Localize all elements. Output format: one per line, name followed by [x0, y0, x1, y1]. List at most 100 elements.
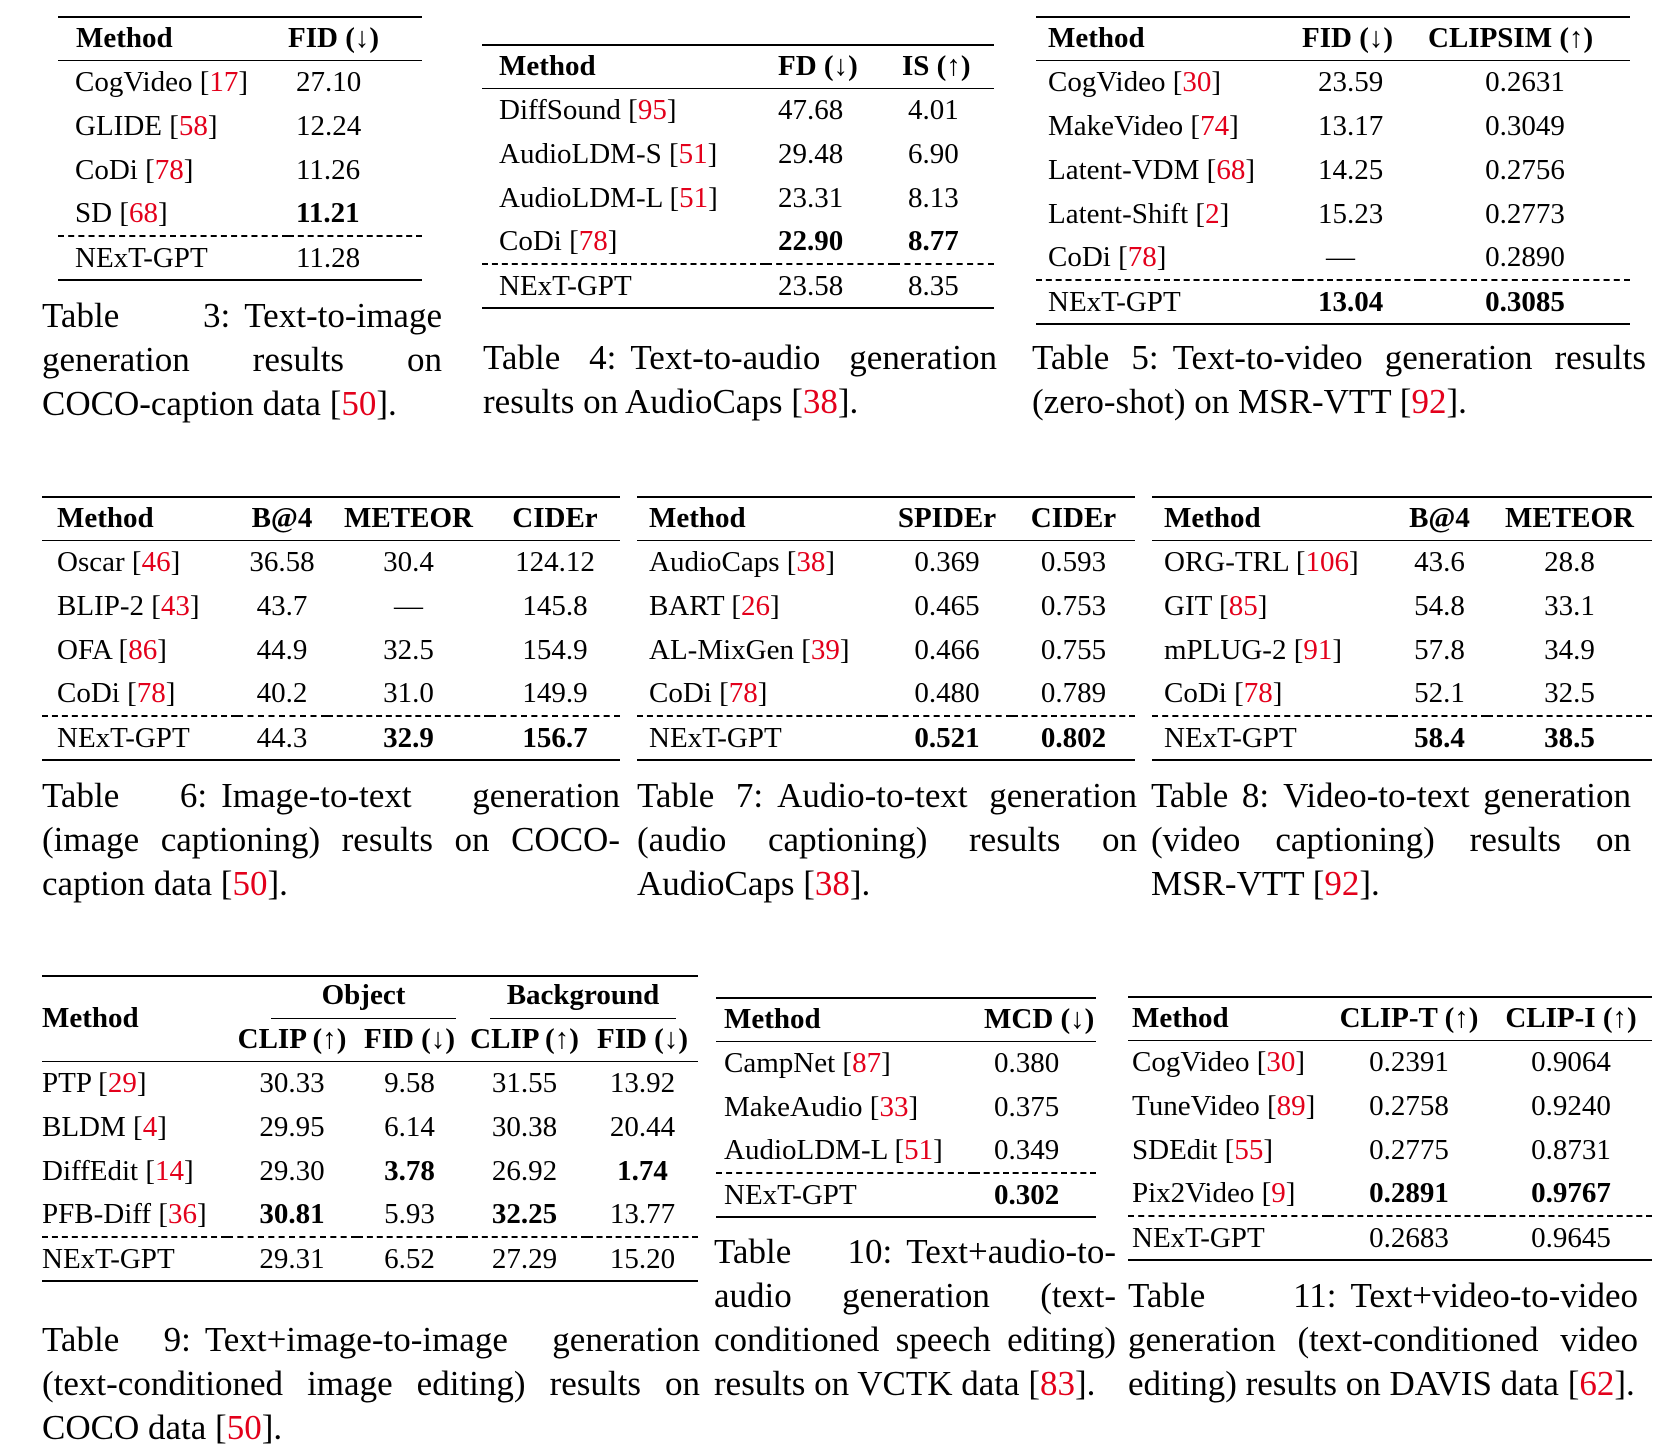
citation-link[interactable]: 2: [1205, 197, 1220, 230]
citation-link[interactable]: 87: [852, 1046, 882, 1079]
header-clipsim: CLIPSIM (↑): [1428, 22, 1594, 55]
citation-link[interactable]: 95: [637, 93, 667, 126]
table-row: Oscar [46] 36.58 30.4 124.12: [57, 545, 595, 578]
table-10: Method MCD (↓) CampNet [87] 0.380 MakeAu…: [716, 997, 1096, 1218]
citation-link[interactable]: 92: [1324, 864, 1360, 903]
citation-link[interactable]: 51: [904, 1134, 934, 1166]
citation-link[interactable]: 50: [341, 384, 377, 423]
header-spider: SPIDEr: [897, 502, 997, 535]
table-row: BART [26] 0.465 0.753: [649, 589, 1107, 622]
citation-link[interactable]: 51: [678, 137, 708, 170]
citation-link[interactable]: 78: [1243, 677, 1273, 709]
table-3-caption: Table 3: Text-to-image generation results…: [42, 296, 442, 423]
clipsim-cell-best: 0.3085: [1485, 285, 1565, 318]
table-row: CoDi [78] 40.2 31.0 149.9: [57, 677, 588, 709]
citation-link[interactable]: 92: [1411, 382, 1447, 421]
citation-link[interactable]: 68: [129, 197, 158, 229]
header-method: Method: [499, 50, 596, 83]
object-clip-cell-best: 30.81: [259, 1198, 325, 1230]
citation-link[interactable]: 78: [154, 153, 184, 186]
citation-link[interactable]: 17: [209, 65, 239, 98]
citation-link[interactable]: 30: [1266, 1045, 1296, 1078]
table-row: CogVideo [17] 27.10: [58, 60, 422, 104]
table-row-ours: NExT-GPT 44.3 32.9 156.7: [42, 716, 620, 760]
table-row: SD [68] 11.21: [58, 192, 422, 236]
table-row: CoDi [78] 11.26: [58, 148, 422, 192]
table-9-caption: Table 9: Text+image-to-image generation (…: [42, 1320, 700, 1447]
citation-link[interactable]: 9: [1271, 1177, 1286, 1209]
citation-link[interactable]: 74: [1200, 109, 1230, 142]
citation-link[interactable]: 46: [141, 545, 171, 578]
object-fid-cell-best: 3.78: [384, 1154, 435, 1187]
citation-link[interactable]: 39: [810, 633, 840, 666]
table-11-caption: Table 11: Text+video-to-video generation …: [1128, 1276, 1638, 1403]
citation-link[interactable]: 50: [226, 1408, 262, 1447]
citation-link[interactable]: 91: [1303, 633, 1333, 666]
citation-link[interactable]: 33: [879, 1090, 909, 1123]
is-cell-best: 8.77: [908, 225, 959, 257]
table-row: MakeAudio [33] 0.375: [724, 1090, 1060, 1123]
header-cider: CIDEr: [1030, 502, 1117, 535]
header-method: Method: [76, 22, 173, 55]
header-b4: B@4: [1409, 502, 1470, 535]
table-row-ours: NExT-GPT 29.31 6.52 27.29 15.20: [42, 1237, 698, 1281]
citation-link[interactable]: 43: [160, 589, 190, 622]
citation-link[interactable]: 51: [679, 181, 709, 214]
table-row: CoDi [78] 22.90 8.77: [482, 220, 994, 264]
header-method: Method: [1048, 22, 1145, 55]
citation-link[interactable]: 50: [232, 864, 268, 903]
citation-link[interactable]: 38: [802, 382, 838, 421]
citation-link[interactable]: 106: [1305, 545, 1350, 578]
citation-link[interactable]: 86: [128, 633, 158, 666]
table-9: Method Object Background CLIP (↑) FID (↓…: [42, 975, 698, 1282]
citation-link[interactable]: 83: [1039, 1364, 1075, 1403]
table-11: Method CLIP-T (↑) CLIP-I (↑) CogVideo [3…: [1128, 996, 1652, 1261]
table-row: GLIDE [58] 12.24: [58, 104, 422, 148]
table-7-caption: Table 7: Audio-to-text generation (audio …: [637, 776, 1137, 903]
citation-link[interactable]: 89: [1276, 1089, 1306, 1122]
background-clip-cell-best: 32.25: [491, 1198, 558, 1230]
citation-link[interactable]: 29: [107, 1066, 137, 1099]
citation-link[interactable]: 38: [796, 545, 826, 578]
table-row: DiffEdit [14] 29.30 3.78 26.92 1.74: [42, 1149, 698, 1193]
header-fid: FID (↓): [1302, 22, 1394, 55]
fid-cell-best: 13.04: [1318, 285, 1384, 318]
table-row: CogVideo [30] 23.59 0.2631: [1048, 65, 1565, 98]
citation-link[interactable]: 58: [178, 109, 208, 142]
table-8: Method B@4 METEOR ORG-TRL [106] 43.6 28.…: [1152, 496, 1652, 761]
method-cell: CoDi [78]: [75, 153, 194, 186]
table-row: BLDM [4] 29.95 6.14 30.38 20.44: [42, 1110, 676, 1143]
fid-cell: 27.10: [296, 65, 362, 98]
citation-link[interactable]: 68: [1216, 153, 1246, 186]
citation-link[interactable]: 30: [1182, 65, 1212, 98]
header-fid: FID (↓): [288, 22, 380, 55]
table-row: MakeVideo [74] 13.17 0.3049: [1048, 109, 1565, 142]
table-row-ours: NExT-GPT 23.58 8.35: [482, 264, 994, 308]
table-row: AL-MixGen [39] 0.466 0.755: [649, 633, 1107, 666]
table-row-ours: NExT-GPT 58.4 38.5: [1152, 716, 1652, 760]
citation-link[interactable]: 4: [142, 1110, 158, 1143]
table-row-ours: NExT-GPT 0.2683 0.9645: [1128, 1216, 1652, 1260]
header-method: Method: [1132, 1002, 1229, 1035]
citation-link[interactable]: 85: [1228, 589, 1258, 622]
citation-link[interactable]: 78: [1127, 241, 1157, 273]
table-row: OFA [86] 44.9 32.5 154.9: [57, 633, 588, 666]
citation-link[interactable]: 55: [1234, 1133, 1264, 1166]
citation-link[interactable]: 78: [728, 677, 758, 709]
header-is: IS (↑): [902, 50, 971, 83]
fd-cell-best: 22.90: [778, 225, 844, 257]
table-row: BLIP-2 [43] 43.7 — 145.8: [57, 589, 588, 622]
table-row: Pix2Video [9] 0.2891 0.9767: [1128, 1172, 1652, 1216]
citation-link[interactable]: 38: [814, 864, 850, 903]
header-meteor: METEOR: [1505, 502, 1634, 535]
citation-link[interactable]: 62: [1579, 1364, 1615, 1403]
citation-link[interactable]: 14: [155, 1154, 185, 1187]
citation-link[interactable]: 78: [136, 677, 166, 709]
table-row-ours: NExT-GPT 0.521 0.802: [637, 716, 1135, 760]
method-cell: CogVideo [17]: [75, 65, 249, 98]
citation-link[interactable]: 26: [741, 589, 770, 622]
header-object-fid: FID (↓): [363, 1023, 455, 1056]
table-row: CoDi [78] 0.480 0.789: [649, 677, 1107, 709]
citation-link[interactable]: 78: [578, 225, 608, 257]
citation-link[interactable]: 36: [167, 1198, 197, 1230]
